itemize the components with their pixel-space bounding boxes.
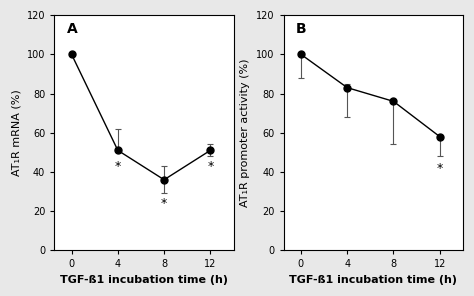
Y-axis label: AT₁R mRNA (%): AT₁R mRNA (%) xyxy=(11,89,21,176)
Text: *: * xyxy=(437,162,443,175)
Text: A: A xyxy=(67,22,77,36)
Y-axis label: AT₁R promoter activity (%): AT₁R promoter activity (%) xyxy=(240,58,250,207)
Text: *: * xyxy=(115,160,121,173)
Text: *: * xyxy=(161,197,167,210)
Text: *: * xyxy=(207,160,213,173)
X-axis label: TGF-ß1 incubation time (h): TGF-ß1 incubation time (h) xyxy=(289,275,457,285)
X-axis label: TGF-ß1 incubation time (h): TGF-ß1 incubation time (h) xyxy=(60,275,228,285)
Text: B: B xyxy=(296,22,307,36)
